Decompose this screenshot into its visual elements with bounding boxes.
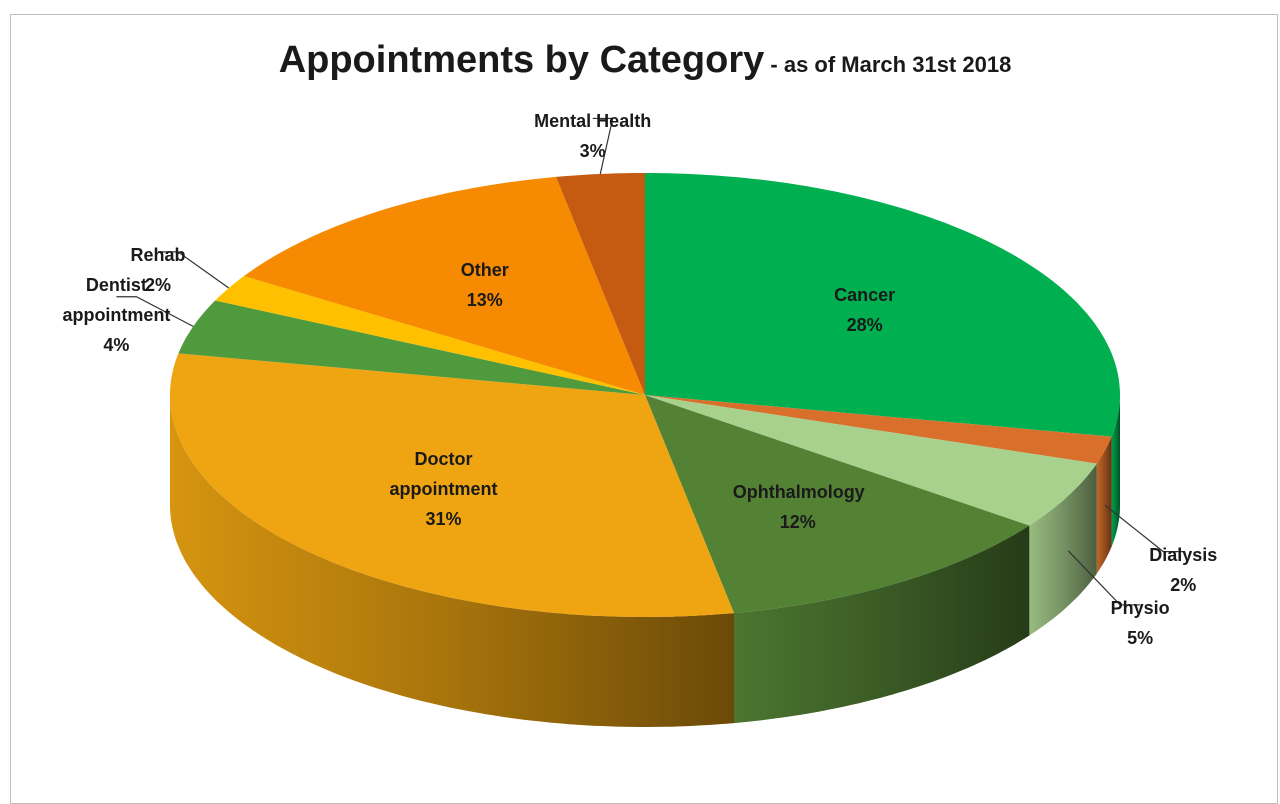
category-label: Ophthalmology bbox=[732, 482, 865, 503]
category-label: Doctor appointment bbox=[389, 449, 498, 500]
slice-side-shade bbox=[1111, 395, 1120, 547]
category-label: Mental Health bbox=[534, 111, 652, 132]
value-label: 4% bbox=[103, 334, 130, 355]
slice bbox=[645, 395, 1030, 614]
data-label: Ophthalmology 12% bbox=[732, 477, 865, 537]
data-label: Physio 5% bbox=[1111, 593, 1170, 653]
chart-subtitle: - as of March 31st 2018 bbox=[764, 52, 1011, 77]
slice bbox=[170, 353, 734, 617]
value-label: 5% bbox=[1127, 627, 1154, 648]
category-label: Other bbox=[460, 259, 509, 280]
category-label: Dialysis bbox=[1149, 544, 1218, 565]
value-label: 13% bbox=[466, 289, 503, 310]
category-label: Dentist appointment bbox=[62, 274, 171, 325]
slice bbox=[645, 173, 1120, 437]
value-label: 3% bbox=[579, 141, 606, 162]
leader-line bbox=[1067, 550, 1141, 606]
chart-title: Appointments by Category bbox=[279, 39, 765, 81]
chart-heading: Appointments by Category - as of March 3… bbox=[279, 39, 1012, 81]
slice-side-shade bbox=[1029, 463, 1097, 636]
value-label: 12% bbox=[779, 512, 816, 533]
data-label: Cancer 28% bbox=[834, 280, 895, 340]
data-label: Dentist appointment 4% bbox=[51, 270, 181, 360]
value-label: 28% bbox=[846, 315, 883, 336]
data-label: Doctor appointment 31% bbox=[378, 444, 508, 534]
category-label: Physio bbox=[1110, 597, 1170, 618]
slice-side-shade bbox=[1096, 436, 1112, 574]
leader-line bbox=[592, 117, 614, 175]
slice-side-shade bbox=[170, 395, 734, 727]
slice-side-shade bbox=[734, 525, 1030, 724]
leader-line bbox=[1104, 504, 1184, 553]
slice bbox=[556, 173, 645, 395]
slice bbox=[645, 395, 1097, 526]
slice bbox=[178, 300, 645, 395]
value-label: 31% bbox=[425, 509, 462, 530]
leader-line bbox=[157, 251, 230, 289]
leader-line bbox=[116, 296, 194, 327]
slice bbox=[243, 176, 645, 395]
category-label: Cancer bbox=[834, 285, 896, 306]
data-label: Rehab 2% bbox=[130, 240, 185, 300]
data-label: Dialysis 2% bbox=[1149, 540, 1217, 600]
slice bbox=[645, 395, 1112, 464]
data-label: Other 13% bbox=[461, 255, 509, 315]
value-label: 2% bbox=[1170, 574, 1197, 595]
value-label: 2% bbox=[144, 274, 171, 295]
category-label: Rehab bbox=[130, 244, 186, 265]
slice bbox=[215, 276, 645, 395]
data-label: Mental Health 3% bbox=[534, 106, 651, 166]
